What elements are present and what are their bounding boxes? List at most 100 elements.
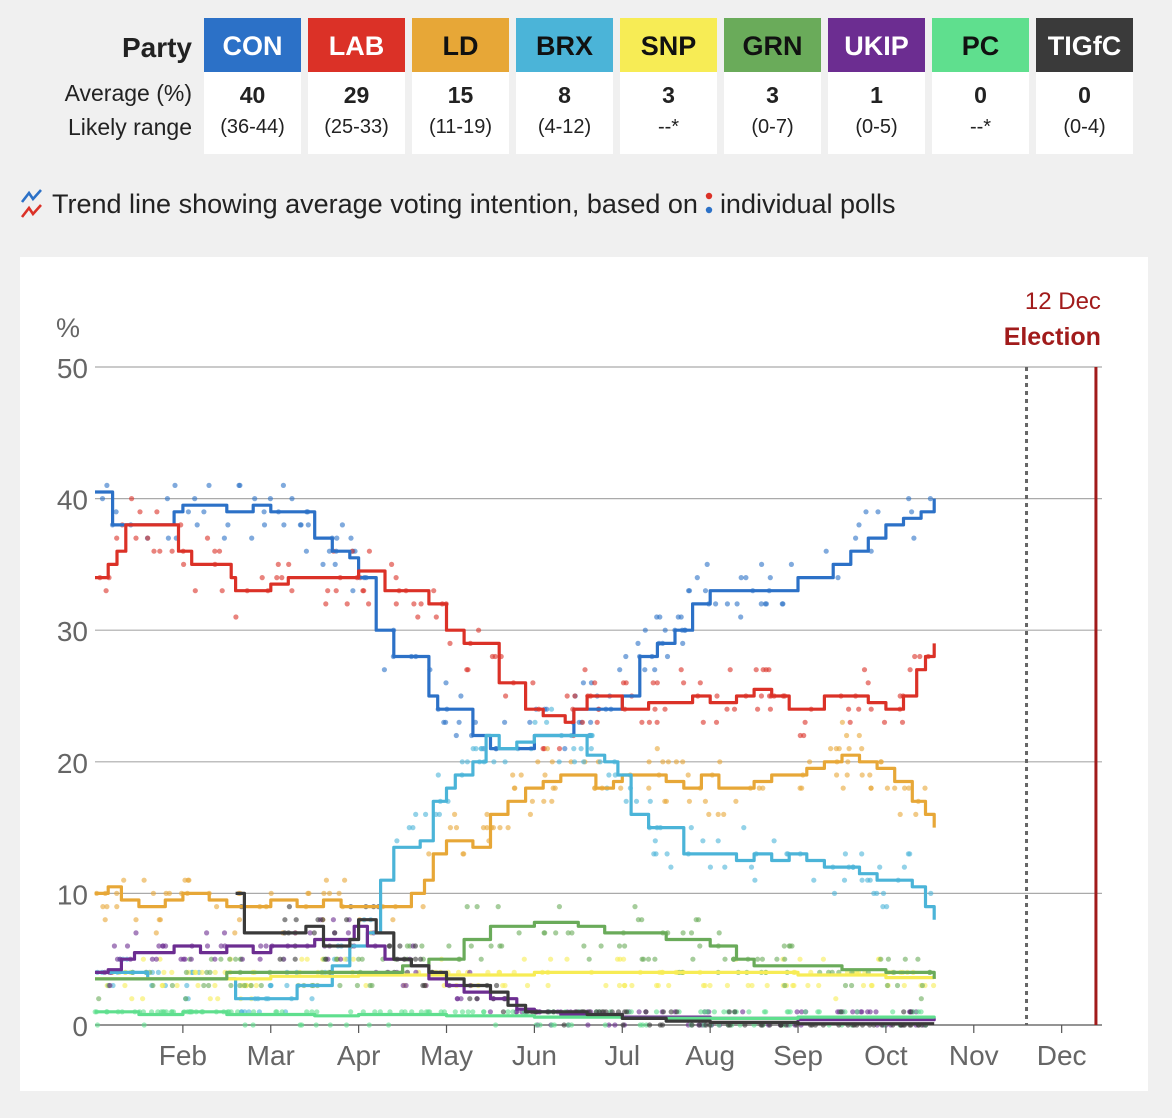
poll-dot-brx	[597, 759, 603, 765]
poll-dot-ld	[232, 930, 238, 936]
poll-dot-ld	[760, 785, 766, 791]
poll-dot-lab	[157, 548, 163, 554]
poll-dot-pc	[628, 1009, 634, 1015]
poll-dot-ld	[426, 851, 432, 857]
party-badge: LD	[412, 18, 509, 72]
poll-dot-con	[664, 653, 671, 660]
poll-dot-brx	[877, 864, 883, 870]
poll-dot-grn	[849, 982, 855, 989]
poll-dot-brx	[155, 969, 161, 976]
party-column-con: CON 40 (36-44)	[204, 18, 301, 154]
poll-dot-pc	[854, 1009, 860, 1015]
poll-dot-pc	[470, 1009, 476, 1015]
poll-dot-con	[580, 680, 587, 686]
poll-dot-ukip	[636, 1009, 642, 1015]
party-average: 15	[447, 82, 474, 108]
poll-dot-grn	[878, 956, 884, 962]
election-date-label: 12 Dec	[1025, 288, 1101, 315]
poll-dot-ukip	[281, 956, 287, 962]
poll-dot-ukip	[107, 982, 113, 989]
poll-dot-ld	[529, 798, 535, 804]
poll-dot-brx	[874, 890, 880, 897]
poll-dot-snp	[524, 982, 531, 989]
x-tick-label: May	[420, 1040, 473, 1071]
poll-dot-ukip	[307, 930, 313, 936]
poll-dot-snp	[629, 982, 635, 989]
x-tick-label: Feb	[159, 1040, 207, 1071]
poll-dot-brx	[578, 746, 584, 752]
poll-dot-grn	[354, 982, 360, 989]
poll-dot-pc	[493, 1022, 499, 1028]
poll-dot-con	[875, 509, 881, 515]
poll-dot-grn	[218, 956, 224, 962]
y-tick-label: 30	[57, 616, 88, 647]
party-column-tigfc: TIGfC 0 (0-4)	[1036, 18, 1133, 154]
poll-dot-tigfc	[332, 930, 338, 936]
poll-dot-lab	[564, 693, 570, 699]
poll-dot-snp	[702, 982, 708, 989]
poll-dot-grn	[359, 956, 365, 962]
poll-dot-con	[303, 548, 309, 554]
poll-dot-brx	[831, 890, 838, 897]
poll-dot-con	[206, 482, 212, 488]
poll-dot-con	[662, 627, 668, 633]
poll-dot-lab	[464, 667, 470, 673]
poll-dot-lab	[654, 719, 660, 725]
poll-dot-ld	[834, 772, 840, 778]
poll-dot-brx	[581, 759, 587, 765]
poll-dot-grn	[598, 943, 604, 949]
poll-dot-lab	[697, 680, 703, 686]
poll-dot-ukip	[794, 1009, 800, 1015]
poll-dot-tigfc	[668, 1009, 674, 1015]
poll-dot-ld	[480, 825, 487, 831]
party-header: Party	[121, 32, 192, 63]
poll-dot-lab	[650, 680, 656, 686]
chart-legend: Trend line showing average voting intent…	[20, 188, 896, 220]
poll-dot-ld	[685, 772, 691, 778]
poll-dot-con	[261, 509, 267, 515]
poll-dot-ukip	[585, 1022, 591, 1028]
poll-dot-con	[734, 601, 740, 607]
poll-dot-brx	[647, 798, 653, 804]
poll-dot-ld	[913, 811, 919, 818]
poll-dot-lab	[393, 601, 399, 607]
poll-dot-lab	[289, 588, 295, 594]
party-stats: 1 (0-5)	[828, 72, 925, 154]
poll-dot-snp	[616, 982, 623, 989]
poll-dot-ukip	[258, 943, 264, 949]
poll-dot-grn	[781, 943, 787, 949]
poll-dot-ld	[420, 904, 426, 910]
poll-dot-con	[694, 575, 700, 581]
poll-dot-tigfc	[622, 1009, 628, 1015]
poll-dot-ukip	[400, 982, 406, 989]
poll-dot-con	[261, 522, 268, 528]
poll-dot-brx	[859, 877, 865, 883]
poll-dot-snp	[174, 982, 180, 989]
poll-dot-ukip	[153, 956, 159, 962]
party-badge: UKIP	[828, 18, 925, 72]
poll-dot-ld	[884, 785, 891, 791]
poll-dot-ukip	[178, 956, 184, 962]
poll-dot-con	[236, 482, 242, 488]
poll-dot-lab	[181, 561, 187, 567]
poll-dot-brx	[571, 759, 578, 765]
party-column-pc: PC 0 --*	[932, 18, 1029, 154]
poll-dot-grn	[586, 956, 592, 962]
poll-dot-pc	[465, 1009, 471, 1015]
poll-dot-lab	[114, 535, 120, 541]
poll-dot-con	[680, 640, 686, 646]
poll-dot-brx	[928, 890, 934, 897]
poll-dot-snp	[253, 982, 259, 989]
party-range: (36-44)	[220, 116, 285, 138]
poll-dot-grn	[169, 982, 175, 989]
poll-dot-con	[225, 522, 231, 528]
poll-dot-con	[927, 496, 934, 502]
poll-dot-ukip	[111, 943, 117, 949]
party-columns: CON 40 (36-44) LAB 29 (25-33) LD 15 (11-19) BRX 8 (…	[204, 18, 1140, 154]
poll-dot-con	[441, 719, 447, 725]
poll-dot-lab	[912, 653, 918, 660]
poll-dot-snp	[350, 956, 356, 962]
poll-dot-lab	[192, 588, 198, 594]
party-column-grn: GRN 3 (0-7)	[724, 18, 821, 154]
poll-dot-pc	[816, 1009, 822, 1015]
